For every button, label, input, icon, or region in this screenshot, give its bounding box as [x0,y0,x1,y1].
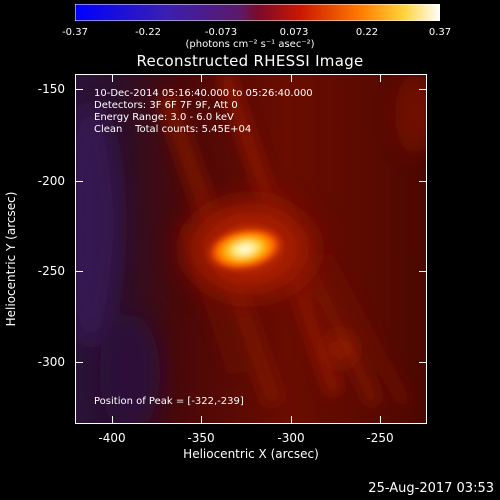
info-clean-counts: Clean Total counts: 5.45E+04 [94,124,252,135]
x-tick-mark [112,74,113,82]
y-tick-mark [75,181,83,182]
colorbar-tick-label: 0.37 [428,27,452,38]
x-tick-mark [201,416,202,424]
rhessi-image [75,74,427,424]
colorbar-tick-label: -0.22 [135,27,161,38]
info-energy-range: Energy Range: 3.0 - 6.0 keV [94,112,234,123]
colorbar-tick-label: -0.073 [204,27,238,38]
colorbar-tick-label: 0.073 [279,27,309,38]
info-time-range: 10-Dec-2014 05:16:40.000 to 05:26:40.000 [94,88,313,99]
x-tick-label: -400 [98,431,126,445]
y-tick-mark [75,362,83,363]
x-tick-mark [380,74,381,82]
y-axis-label: Heliocentric Y (arcsec) [4,191,18,327]
x-axis-label: Heliocentric X (arcsec) [183,447,319,461]
colorbar [75,4,440,21]
colorbar-tick-label: 0.22 [355,27,379,38]
colorbar-tick-label: -0.37 [62,27,88,38]
image-title: Reconstructed RHESSI Image [136,52,364,70]
y-tick-mark [75,271,83,272]
x-tick-label: -350 [187,431,215,445]
y-tick-label: -250 [37,264,65,278]
colorbar-units: (photons cm⁻² s⁻¹ asec⁻²) [185,39,315,50]
x-tick-mark [201,74,202,82]
x-tick-label: -300 [277,431,305,445]
x-tick-mark [291,416,292,424]
y-tick-label: -300 [37,355,65,369]
info-detectors: Detectors: 3F 6F 7F 9F, Att 0 [94,100,238,111]
x-tick-mark [291,74,292,82]
x-tick-mark [112,416,113,424]
y-tick-mark [419,181,427,182]
x-tick-label: -250 [366,431,394,445]
y-tick-mark [419,271,427,272]
date-stamp: 25-Aug-2017 03:53 [368,481,494,496]
y-tick-mark [419,89,427,90]
y-tick-label: -200 [37,174,65,188]
y-tick-label: -150 [37,82,65,96]
y-tick-mark [419,362,427,363]
y-tick-mark [75,89,83,90]
x-tick-mark [380,416,381,424]
peak-position: Position of Peak = [-322,-239] [94,396,244,407]
